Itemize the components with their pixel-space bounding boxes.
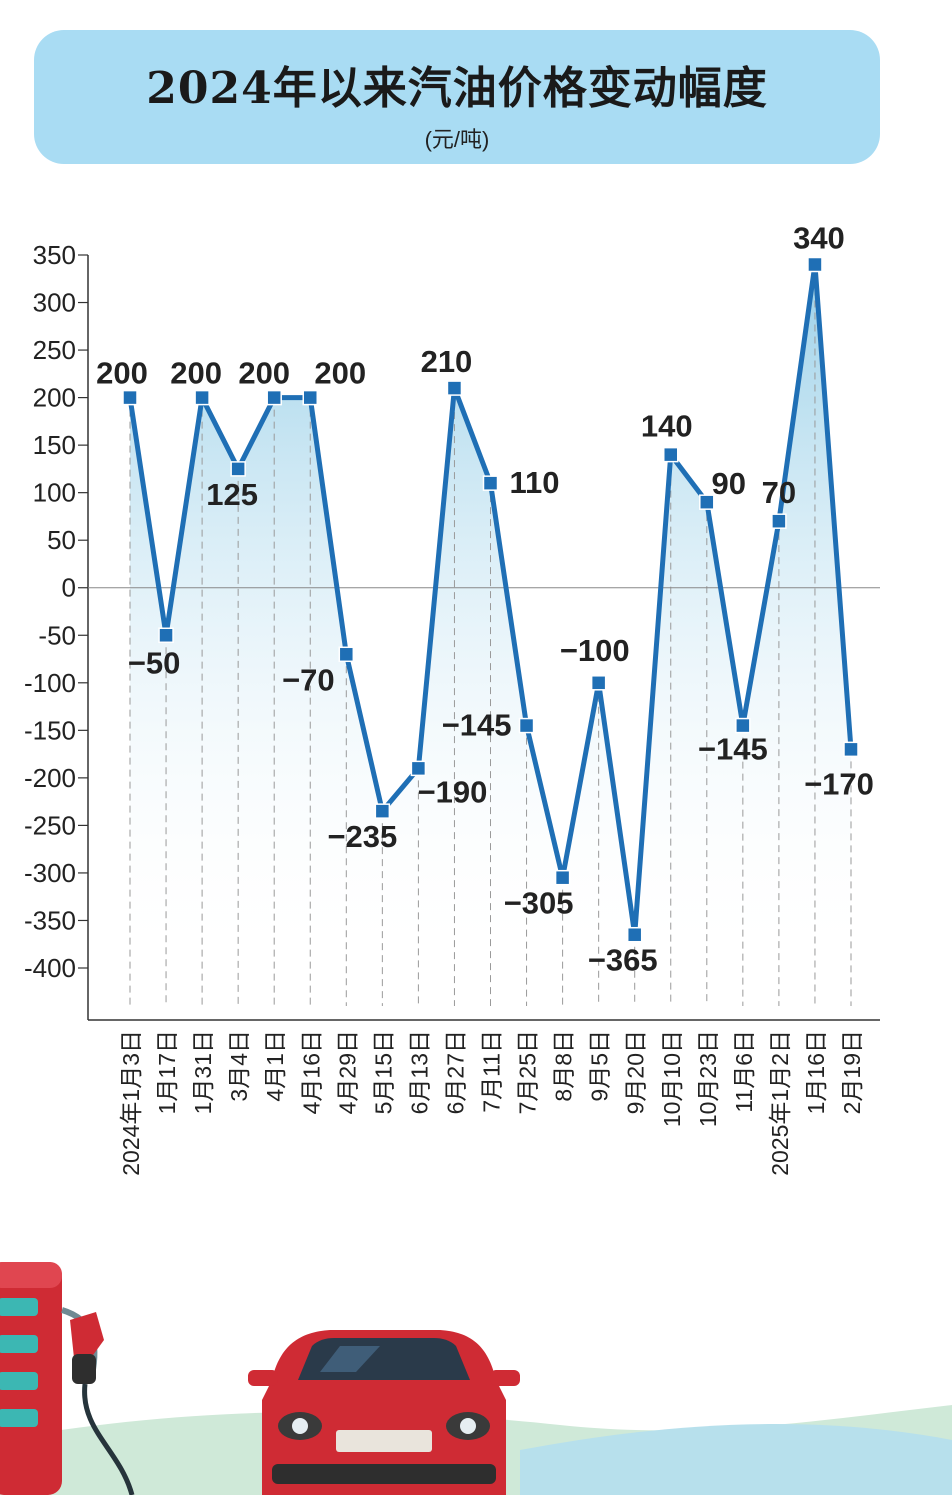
data-point xyxy=(446,380,463,396)
data-point xyxy=(626,926,643,943)
y-tick-label: -400 xyxy=(24,953,76,983)
y-tick-label: -300 xyxy=(24,858,76,888)
data-point xyxy=(518,717,535,734)
x-tick-label: 9月20日 xyxy=(623,1030,649,1114)
y-tick-label: 200 xyxy=(33,383,76,413)
car-icon xyxy=(248,1330,520,1495)
data-label: 110 xyxy=(509,465,559,500)
data-point xyxy=(590,675,607,691)
y-tick-label: 150 xyxy=(33,430,76,460)
x-tick-label: 2024年1月3日 xyxy=(118,1030,144,1176)
data-point xyxy=(807,256,823,273)
x-tick-label: 2月19日 xyxy=(839,1030,865,1114)
y-tick-label: -350 xyxy=(24,905,76,935)
data-label: −145 xyxy=(698,732,768,767)
data-label: −235 xyxy=(327,819,397,854)
data-point xyxy=(338,646,355,663)
data-label: 140 xyxy=(641,409,693,444)
data-label: −365 xyxy=(588,943,658,978)
y-tick-label: -200 xyxy=(24,763,76,793)
data-point xyxy=(374,803,391,819)
data-label: −190 xyxy=(417,774,487,809)
x-tick-label: 1月17日 xyxy=(154,1030,180,1114)
y-tick-label: 300 xyxy=(33,288,76,318)
y-tick-label: 100 xyxy=(33,478,76,508)
data-label: −50 xyxy=(128,645,181,680)
chart-title: 2024年以来汽油价格变动幅度 xyxy=(146,63,768,114)
x-tick-label: 7月25日 xyxy=(515,1030,541,1114)
data-point xyxy=(663,446,679,463)
data-label: 340 xyxy=(793,221,845,256)
x-tick-label: 6月27日 xyxy=(442,1030,468,1114)
y-tick-label: 0 xyxy=(62,573,76,603)
data-point xyxy=(843,741,859,758)
y-tick-label: -50 xyxy=(38,620,76,650)
x-tick-label: 10月23日 xyxy=(695,1030,721,1127)
data-label: 210 xyxy=(421,344,473,379)
data-point xyxy=(194,389,210,406)
x-tick-label: 4月29日 xyxy=(334,1030,360,1114)
x-tick-label: 9月5日 xyxy=(587,1030,613,1102)
x-tick-label: 5月15日 xyxy=(370,1030,396,1114)
data-point xyxy=(410,760,427,777)
data-label: −170 xyxy=(804,766,874,801)
y-tick-label: -150 xyxy=(24,715,76,745)
x-tick-label: 8月8日 xyxy=(551,1030,577,1102)
ground-hill-blue xyxy=(520,1423,952,1495)
fuel-pump-icon xyxy=(0,1262,135,1495)
data-point xyxy=(122,389,138,406)
data-point xyxy=(699,494,715,510)
data-point xyxy=(266,389,282,406)
data-label: −305 xyxy=(504,886,574,921)
line-chart: 350 300 250 200 150 100 50 0 -50 -100 -150 -200 -250… xyxy=(24,221,880,1176)
y-tick-label: 250 xyxy=(33,335,76,365)
data-label: 200 xyxy=(314,356,366,391)
data-label: 70 xyxy=(762,475,796,510)
data-point xyxy=(482,475,499,491)
fuel-station-scene xyxy=(0,1262,952,1495)
x-tick-label: 3月4日 xyxy=(226,1030,252,1102)
data-point xyxy=(302,389,318,406)
title-banner: 2024年以来汽油价格变动幅度 (元/吨) xyxy=(34,30,880,164)
x-tick-label: 4月1日 xyxy=(262,1030,288,1102)
data-point xyxy=(554,869,571,886)
data-label: −70 xyxy=(282,662,335,697)
x-tick-label: 2025年1月2日 xyxy=(767,1030,793,1176)
data-label: 200 xyxy=(170,356,222,391)
chart-unit: (元/吨) xyxy=(424,127,490,152)
x-tick-label: 1月31日 xyxy=(190,1030,216,1114)
x-tick-label: 4月16日 xyxy=(298,1030,324,1114)
y-tick-label: -100 xyxy=(24,668,76,698)
x-tick-label: 7月11日 xyxy=(479,1030,505,1113)
x-tick-label: 10月10日 xyxy=(659,1030,685,1127)
data-label: −145 xyxy=(442,708,512,743)
y-tick-label: 50 xyxy=(47,525,76,555)
data-label: 200 xyxy=(96,356,148,391)
x-tick-label: 11月6日 xyxy=(731,1030,757,1113)
data-point xyxy=(230,461,246,477)
data-label: −100 xyxy=(560,633,630,668)
data-point xyxy=(158,627,174,644)
data-point xyxy=(771,513,787,529)
x-tick-label: 6月13日 xyxy=(406,1030,432,1114)
y-tick-label: 350 xyxy=(33,240,76,270)
x-tick-label: 1月16日 xyxy=(803,1030,829,1114)
data-point xyxy=(735,717,751,734)
data-label: 90 xyxy=(712,466,746,501)
data-label: 200 xyxy=(238,356,290,391)
y-tick-label: -250 xyxy=(24,810,76,840)
data-label: 125 xyxy=(206,477,258,512)
